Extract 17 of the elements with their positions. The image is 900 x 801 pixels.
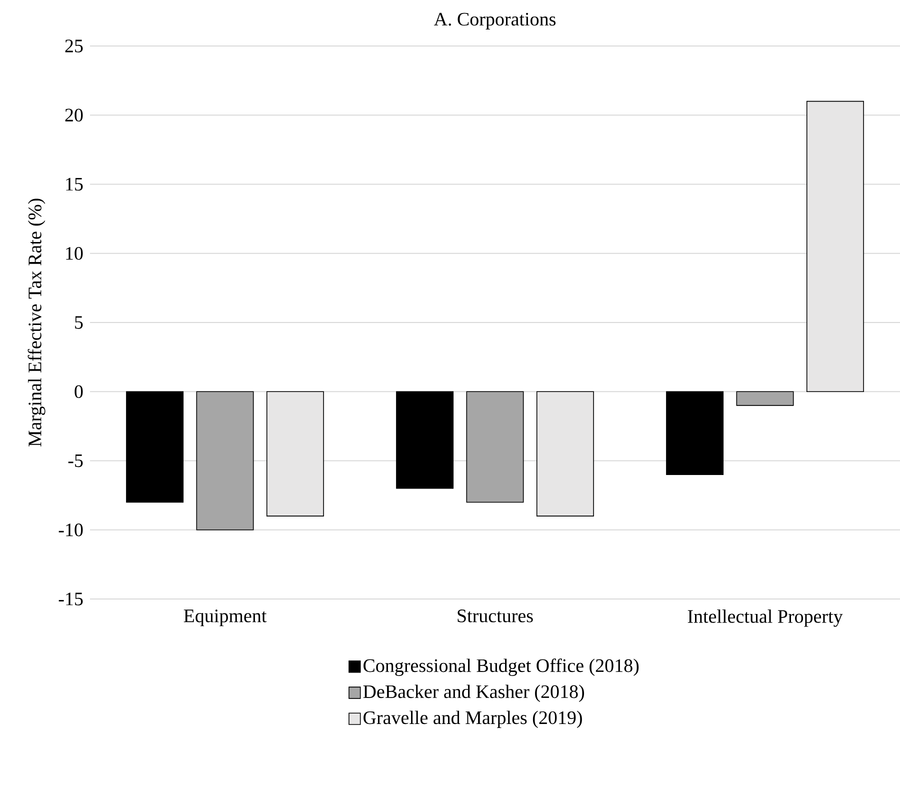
y-tick-label: 10 bbox=[66, 246, 83, 260]
legend-label: Congressional Budget Office (2018) bbox=[364, 658, 639, 676]
x-tick-label: Structures bbox=[458, 610, 533, 622]
x-tick-label: Intellectual Property bbox=[688, 610, 843, 627]
legend-label: Gravelle and Marples (2019) bbox=[364, 710, 582, 728]
x-tick-label: Equipment bbox=[184, 610, 267, 626]
chart-title: A. Corporations bbox=[434, 12, 556, 30]
y-tick-label: 5 bbox=[75, 316, 83, 329]
y-tick-label: 15 bbox=[66, 178, 83, 191]
y-tick-label: 0 bbox=[74, 385, 83, 398]
y-tick-label: -15 bbox=[58, 592, 83, 606]
y-tick-label: 20 bbox=[65, 108, 83, 122]
y-axis-title: Marginal Effective Tax Rate (%) bbox=[28, 198, 46, 446]
y-tick-label: 25 bbox=[65, 40, 83, 52]
y-tick-label: -5 bbox=[68, 454, 83, 468]
y-tick-label: -10 bbox=[58, 523, 83, 536]
legend-label: DeBacker and Kasher (2018) bbox=[363, 684, 584, 702]
